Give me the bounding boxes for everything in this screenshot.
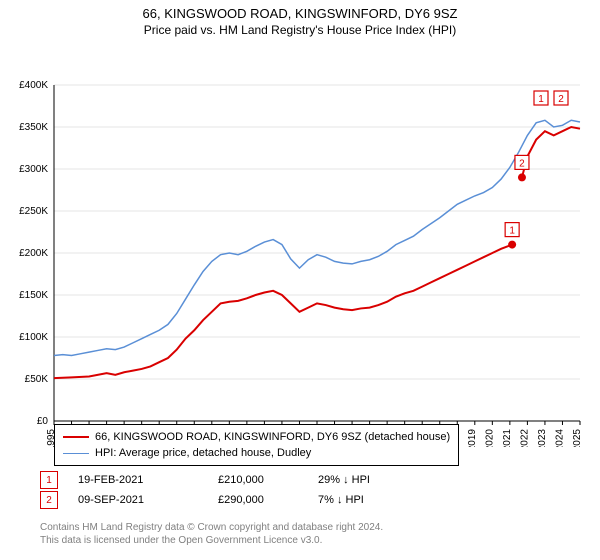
legend-swatch bbox=[63, 436, 89, 438]
x-tick-label: 2019 bbox=[467, 429, 478, 447]
legend-row: HPI: Average price, detached house, Dudl… bbox=[63, 445, 450, 461]
footnote: Contains HM Land Registry data © Crown c… bbox=[40, 522, 383, 547]
y-tick-label: £200K bbox=[19, 248, 48, 259]
y-tick-label: £150K bbox=[19, 290, 48, 301]
legend-label: 66, KINGSWOOD ROAD, KINGSWINFORD, DY6 9S… bbox=[95, 431, 450, 443]
transaction-row: 1 19-FEB-2021£210,00029% ↓ HPI bbox=[40, 470, 560, 490]
chart-title: 66, KINGSWOOD ROAD, KINGSWINFORD, DY6 9S… bbox=[0, 6, 600, 21]
y-tick-label: £300K bbox=[19, 164, 48, 175]
header-marker-number: 2 bbox=[558, 94, 564, 105]
transaction-pct: 29% ↓ HPI bbox=[318, 474, 438, 486]
transaction-marker: 2 bbox=[40, 491, 58, 509]
y-tick-label: £100K bbox=[19, 332, 48, 343]
transaction-date: 09-SEP-2021 bbox=[78, 494, 218, 506]
marker-number: 2 bbox=[519, 158, 525, 169]
x-tick-label: 2024 bbox=[554, 429, 565, 447]
x-tick-label: 2021 bbox=[502, 429, 513, 447]
transaction-row: 2 09-SEP-2021£290,0007% ↓ HPI bbox=[40, 490, 560, 510]
y-tick-label: £400K bbox=[19, 80, 48, 91]
transaction-price: £210,000 bbox=[218, 474, 318, 486]
x-tick-label: 2022 bbox=[519, 429, 530, 447]
transaction-pct: 7% ↓ HPI bbox=[318, 494, 438, 506]
footnote-line2: This data is licensed under the Open Gov… bbox=[40, 535, 322, 546]
footnote-line1: Contains HM Land Registry data © Crown c… bbox=[40, 522, 383, 533]
header-marker-number: 1 bbox=[538, 94, 544, 105]
x-tick-label: 2025 bbox=[572, 429, 583, 447]
y-tick-label: £250K bbox=[19, 206, 48, 217]
legend: 66, KINGSWOOD ROAD, KINGSWINFORD, DY6 9S… bbox=[54, 424, 459, 466]
y-tick-label: £0 bbox=[37, 416, 49, 427]
marker-dot bbox=[518, 173, 526, 181]
chart-subtitle: Price paid vs. HM Land Registry's House … bbox=[0, 23, 600, 37]
transaction-marker: 1 bbox=[40, 471, 58, 489]
marker-number: 1 bbox=[509, 226, 515, 237]
x-tick-label: 2020 bbox=[484, 429, 495, 447]
transaction-price: £290,000 bbox=[218, 494, 318, 506]
y-tick-label: £50K bbox=[25, 374, 49, 385]
legend-swatch bbox=[63, 453, 89, 454]
legend-label: HPI: Average price, detached house, Dudl… bbox=[95, 447, 311, 459]
x-tick-label: 2023 bbox=[537, 429, 548, 447]
legend-row: 66, KINGSWOOD ROAD, KINGSWINFORD, DY6 9S… bbox=[63, 429, 450, 445]
y-tick-label: £350K bbox=[19, 122, 48, 133]
transactions-table: 1 19-FEB-2021£210,00029% ↓ HPI 2 09-SEP-202… bbox=[40, 470, 560, 510]
marker-dot bbox=[508, 241, 516, 249]
transaction-date: 19-FEB-2021 bbox=[78, 474, 218, 486]
price-chart: £0 £50K £100K £150K £200K £250K £300K £350K £400… bbox=[0, 37, 600, 447]
